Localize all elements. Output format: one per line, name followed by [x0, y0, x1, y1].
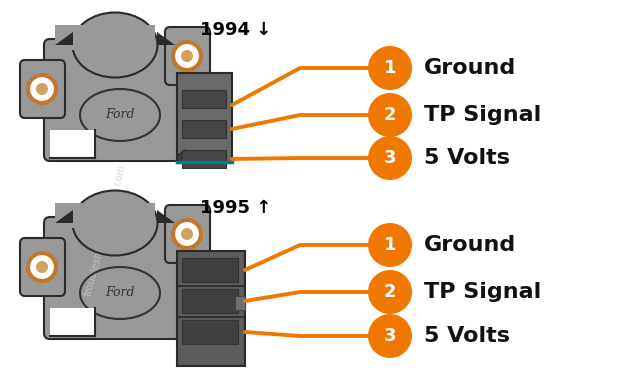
Circle shape [368, 136, 412, 180]
Bar [50, 308, 95, 336]
Text: Ford: Ford [105, 286, 135, 300]
Text: 1995 ↑: 1995 ↑ [200, 199, 271, 217]
Circle shape [36, 83, 48, 95]
Text: Ford: Ford [105, 108, 135, 122]
Bar [55, 203, 155, 228]
Circle shape [368, 314, 412, 358]
Text: 3: 3 [384, 327, 396, 345]
Text: Ground: Ground [424, 235, 516, 255]
Polygon shape [157, 210, 175, 223]
Text: 5 Volts: 5 Volts [424, 148, 510, 168]
Bar [182, 258, 238, 282]
Circle shape [173, 42, 201, 70]
Text: 1: 1 [384, 236, 396, 254]
FancyBboxPatch shape [20, 238, 65, 296]
Polygon shape [55, 32, 73, 45]
Circle shape [181, 50, 193, 62]
Text: 2: 2 [384, 283, 396, 301]
Bar [55, 25, 155, 50]
FancyBboxPatch shape [44, 39, 181, 161]
Circle shape [36, 261, 48, 273]
Bar [235, 296, 245, 310]
Bar [182, 320, 238, 344]
Ellipse shape [72, 12, 158, 78]
Bar [182, 289, 238, 313]
Bar [182, 90, 226, 108]
FancyBboxPatch shape [44, 217, 181, 339]
Text: 1: 1 [384, 59, 396, 77]
Circle shape [368, 223, 412, 267]
FancyBboxPatch shape [165, 205, 210, 263]
FancyBboxPatch shape [20, 60, 65, 118]
Circle shape [173, 220, 201, 248]
Circle shape [368, 270, 412, 314]
Ellipse shape [72, 190, 158, 255]
Text: 2: 2 [384, 106, 396, 124]
Polygon shape [177, 73, 193, 87]
Text: 5 Volts: 5 Volts [424, 326, 510, 346]
Polygon shape [157, 32, 175, 45]
Bar [50, 130, 95, 158]
Bar [182, 150, 226, 168]
FancyBboxPatch shape [177, 73, 232, 163]
Text: Ground: Ground [424, 58, 516, 78]
Polygon shape [55, 210, 73, 223]
FancyBboxPatch shape [177, 251, 245, 366]
Circle shape [28, 253, 56, 281]
Polygon shape [177, 150, 193, 163]
FancyBboxPatch shape [165, 27, 210, 85]
Text: TP Signal: TP Signal [424, 282, 541, 302]
Text: 3: 3 [384, 149, 396, 167]
Circle shape [28, 75, 56, 103]
Circle shape [368, 46, 412, 90]
Text: TP Signal: TP Signal [424, 105, 541, 125]
Circle shape [181, 228, 193, 240]
Text: 1994 ↓: 1994 ↓ [200, 21, 271, 39]
Circle shape [368, 93, 412, 137]
Bar [182, 120, 226, 138]
Text: troubleshootmyvehicle.com: troubleshootmyvehicle.com [83, 163, 127, 297]
